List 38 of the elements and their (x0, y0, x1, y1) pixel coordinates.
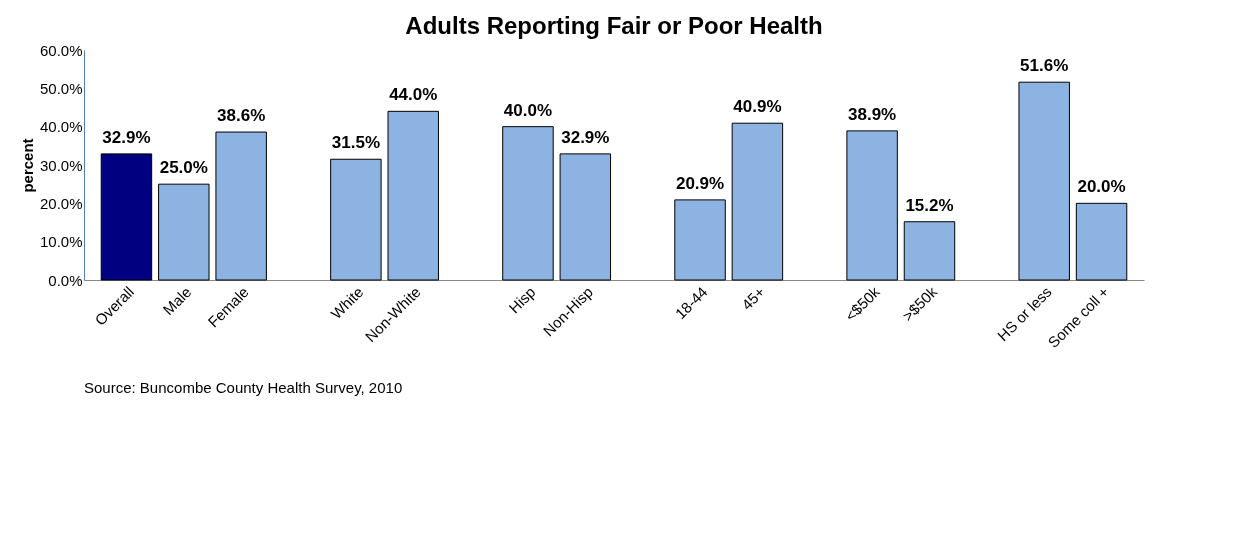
data-label: 40.9% (733, 97, 782, 117)
y-axis-title: percent (18, 138, 36, 193)
data-label: 25.0% (159, 158, 208, 178)
y-tick-label: 40.0% (39, 118, 83, 136)
bar (1018, 81, 1070, 281)
bar (502, 126, 554, 281)
bar (330, 158, 382, 281)
data-label: 38.6% (217, 106, 266, 126)
y-tick-label: 30.0% (39, 156, 83, 174)
data-label: 32.9% (561, 127, 610, 147)
y-tick-label: 0.0% (48, 271, 83, 289)
x-tick-label: 45+ (737, 282, 769, 314)
bar (846, 130, 898, 281)
y-tick-label: 60.0% (39, 41, 83, 59)
bar (158, 183, 210, 281)
y-tick-label: 20.0% (39, 194, 83, 212)
source-note: Source: Buncombe County Health Survey, 2010 (84, 379, 403, 396)
data-label: 20.9% (675, 173, 725, 193)
bar (215, 131, 267, 281)
bar (674, 199, 726, 281)
y-tick-label: 50.0% (39, 79, 83, 97)
data-label: 20.0% (1077, 177, 1126, 197)
bar (100, 153, 153, 281)
data-label: 40.0% (503, 100, 553, 120)
bar (387, 110, 439, 281)
data-label: 15.2% (905, 195, 954, 215)
data-label: 51.6% (1020, 56, 1069, 76)
bar (903, 221, 956, 281)
bar (731, 122, 784, 281)
data-label: 32.9% (102, 127, 151, 147)
data-label: 31.5% (331, 133, 380, 153)
bar (1075, 202, 1128, 281)
y-tick-label: 10.0% (39, 233, 83, 251)
data-label: 44.0% (389, 85, 438, 105)
bar (559, 153, 612, 281)
x-tick-label: Hisp (505, 283, 539, 317)
data-label: 38.9% (848, 104, 897, 124)
chart-title: Adults Reporting Fair or Poor Health (405, 12, 823, 39)
